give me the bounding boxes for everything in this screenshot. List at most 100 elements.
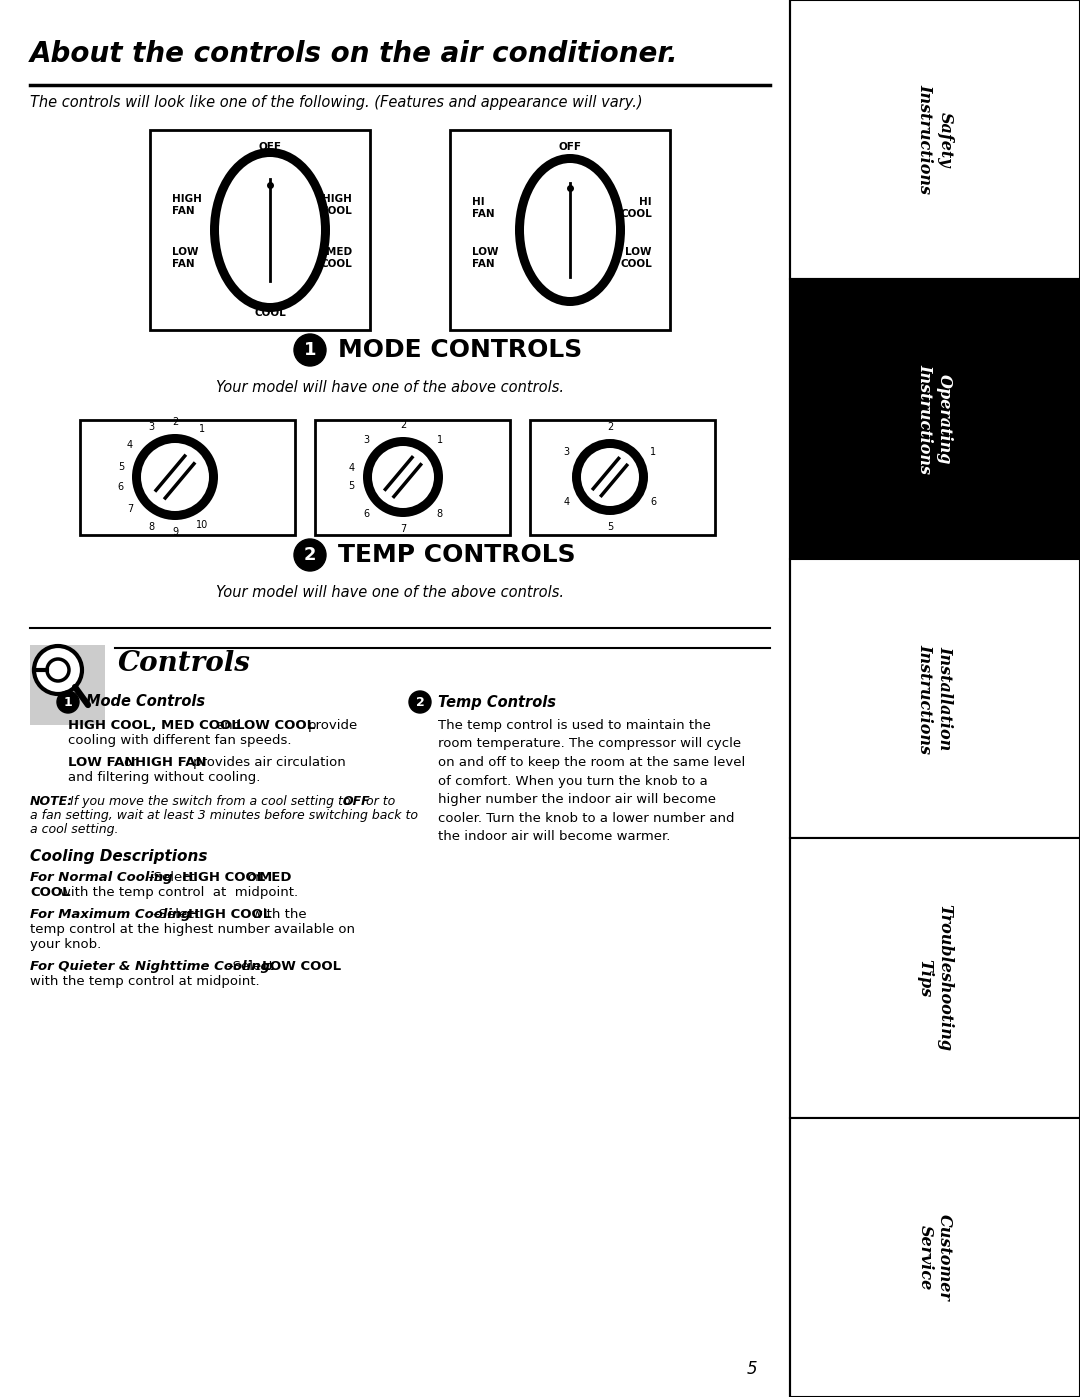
- Text: 2: 2: [172, 416, 178, 427]
- Ellipse shape: [210, 148, 330, 312]
- Text: 5: 5: [349, 481, 355, 490]
- Text: HIGH COOL: HIGH COOL: [183, 870, 266, 884]
- Text: or to: or to: [366, 795, 395, 807]
- Text: 1: 1: [64, 696, 72, 708]
- Text: with the temp control at midpoint.: with the temp control at midpoint.: [30, 975, 259, 988]
- Text: and: and: [216, 719, 241, 732]
- Text: Customer
Service: Customer Service: [917, 1214, 954, 1301]
- Text: cooling with different fan speeds.: cooling with different fan speeds.: [68, 733, 292, 747]
- Circle shape: [294, 539, 326, 571]
- Text: 3: 3: [363, 436, 369, 446]
- Text: HIGH FAN: HIGH FAN: [135, 756, 206, 768]
- Text: 6: 6: [363, 509, 369, 518]
- Text: LOW FAN: LOW FAN: [68, 756, 135, 768]
- Text: OFF: OFF: [258, 142, 282, 152]
- Text: LOW
FAN: LOW FAN: [172, 247, 199, 268]
- Text: your knob.: your knob.: [30, 937, 102, 951]
- Text: 7: 7: [126, 503, 133, 514]
- Text: –Select: –Select: [226, 960, 274, 972]
- Circle shape: [372, 446, 434, 509]
- Bar: [789, 1118, 1080, 1397]
- Text: Temp Controls: Temp Controls: [438, 694, 556, 710]
- Text: 3: 3: [149, 422, 154, 432]
- Circle shape: [141, 443, 210, 511]
- Text: LOW
COOL: LOW COOL: [620, 247, 652, 268]
- Text: 2: 2: [607, 422, 613, 432]
- Text: provides air circulation: provides air circulation: [193, 756, 346, 768]
- Text: Installation
Instructions: Installation Instructions: [917, 644, 954, 753]
- Text: 2: 2: [303, 546, 316, 564]
- Text: MED: MED: [259, 870, 293, 884]
- Circle shape: [581, 448, 639, 506]
- Text: If you move the switch from a cool setting to: If you move the switch from a cool setti…: [70, 795, 351, 807]
- Text: TEMP CONTROLS: TEMP CONTROLS: [338, 543, 576, 567]
- Text: HIGH COOL: HIGH COOL: [188, 908, 271, 921]
- Circle shape: [294, 334, 326, 366]
- Text: 6: 6: [650, 497, 657, 507]
- Text: Troubleshooting
Tips: Troubleshooting Tips: [917, 904, 954, 1052]
- Text: –Select: –Select: [152, 908, 200, 921]
- Text: OFF: OFF: [343, 795, 370, 807]
- Text: HIGH COOL, MED COOL: HIGH COOL, MED COOL: [68, 719, 240, 732]
- Circle shape: [57, 692, 79, 712]
- Text: Your model will have one of the above controls.: Your model will have one of the above co…: [216, 585, 564, 599]
- Text: 1: 1: [650, 447, 657, 457]
- Text: 1: 1: [200, 425, 205, 434]
- Text: LOW
FAN: LOW FAN: [472, 247, 499, 268]
- Text: HI
FAN: HI FAN: [472, 197, 495, 219]
- Text: 4: 4: [349, 462, 355, 474]
- Bar: [30, 645, 105, 725]
- Ellipse shape: [524, 163, 616, 298]
- Text: or: or: [247, 870, 260, 884]
- Text: NOTE:: NOTE:: [30, 795, 73, 807]
- Text: For Maximum Cooling: For Maximum Cooling: [30, 908, 191, 921]
- Text: 7: 7: [400, 524, 406, 534]
- Text: 2: 2: [416, 696, 424, 708]
- Text: The temp control is used to maintain the
room temperature. The compressor will c: The temp control is used to maintain the…: [438, 719, 745, 842]
- Text: and filtering without cooling.: and filtering without cooling.: [68, 771, 260, 784]
- Text: Cooling Descriptions: Cooling Descriptions: [30, 849, 207, 863]
- Text: 4: 4: [564, 497, 570, 507]
- Text: 9: 9: [172, 527, 178, 536]
- Text: Controls: Controls: [118, 650, 251, 678]
- Text: –Select: –Select: [147, 870, 194, 884]
- Text: HIGH
FAN: HIGH FAN: [172, 194, 202, 215]
- Text: 4: 4: [126, 440, 133, 450]
- Text: 8: 8: [149, 522, 154, 532]
- Text: temp control at the highest number available on: temp control at the highest number avail…: [30, 923, 355, 936]
- Ellipse shape: [515, 154, 625, 306]
- Text: Mode Controls: Mode Controls: [86, 694, 205, 710]
- Text: For Normal Cooling: For Normal Cooling: [30, 870, 173, 884]
- Bar: [789, 279, 1080, 559]
- Text: HIGH
COOL: HIGH COOL: [321, 194, 352, 215]
- Bar: [450, 130, 670, 330]
- Text: 5: 5: [746, 1361, 757, 1377]
- Circle shape: [48, 659, 69, 680]
- Text: Operating
Instructions: Operating Instructions: [917, 365, 954, 474]
- Text: HI
COOL: HI COOL: [620, 197, 652, 219]
- Text: provide: provide: [308, 719, 359, 732]
- Circle shape: [572, 439, 648, 515]
- Text: Your model will have one of the above controls.: Your model will have one of the above co…: [216, 380, 564, 395]
- Circle shape: [409, 692, 431, 712]
- Text: LOW COOL: LOW COOL: [237, 719, 315, 732]
- Text: 8: 8: [436, 509, 443, 518]
- Text: MED
COOL: MED COOL: [321, 247, 352, 268]
- Bar: [150, 130, 370, 330]
- Text: with the: with the: [252, 908, 307, 921]
- Text: LOW
COOL: LOW COOL: [254, 296, 286, 319]
- Bar: [530, 420, 715, 535]
- Text: MODE CONTROLS: MODE CONTROLS: [338, 338, 582, 362]
- Ellipse shape: [219, 156, 321, 303]
- Text: 1: 1: [303, 341, 316, 359]
- Text: 3: 3: [564, 447, 570, 457]
- Bar: [315, 420, 510, 535]
- Text: The controls will look like one of the following. (Features and appearance will : The controls will look like one of the f…: [30, 95, 643, 110]
- Text: with the temp control  at  midpoint.: with the temp control at midpoint.: [60, 886, 298, 900]
- Circle shape: [132, 434, 218, 520]
- Text: or: or: [123, 756, 137, 768]
- Text: a cool setting.: a cool setting.: [30, 823, 119, 835]
- Text: 5: 5: [118, 462, 124, 472]
- Text: OFF: OFF: [558, 142, 581, 152]
- Bar: [80, 420, 295, 535]
